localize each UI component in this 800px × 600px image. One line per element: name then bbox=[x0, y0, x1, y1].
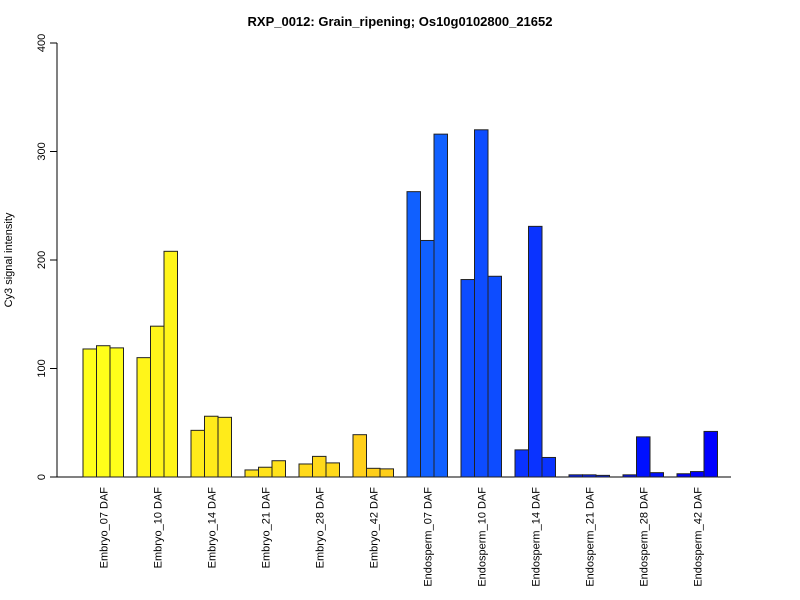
y-tick-label: 400 bbox=[36, 34, 48, 52]
y-tick-label: 200 bbox=[36, 251, 48, 269]
bar bbox=[258, 466, 273, 478]
bar bbox=[352, 434, 367, 478]
x-tick-labels: Embryo_07 DAF Embryo_10 DAF Embryo_14 DAF E… bbox=[98, 487, 704, 587]
bar bbox=[190, 429, 205, 478]
bar bbox=[636, 436, 651, 478]
bar bbox=[541, 456, 556, 478]
bar bbox=[595, 474, 610, 478]
x-tick-label: Embryo_07 DAF bbox=[98, 487, 110, 569]
bar bbox=[204, 415, 219, 478]
bar bbox=[433, 133, 448, 478]
y-axis-label: Cy3 signal intensity bbox=[3, 212, 15, 307]
x-tick-label: Endosperm_14 DAF bbox=[530, 487, 542, 587]
bar bbox=[406, 191, 421, 478]
bar bbox=[366, 467, 381, 478]
bar bbox=[622, 474, 637, 478]
bar bbox=[487, 275, 502, 478]
bar bbox=[298, 463, 313, 478]
bar bbox=[96, 345, 111, 478]
bar bbox=[217, 416, 232, 478]
bar bbox=[690, 471, 705, 478]
bar bbox=[312, 455, 327, 478]
bar bbox=[474, 129, 489, 478]
bar bbox=[244, 469, 259, 478]
bar bbox=[420, 239, 435, 478]
bar bbox=[582, 474, 597, 478]
x-tick-label: Embryo_14 DAF bbox=[206, 487, 218, 569]
x-tick-label: Endosperm_42 DAF bbox=[692, 487, 704, 587]
bar bbox=[109, 347, 124, 478]
x-tick-label: Embryo_10 DAF bbox=[152, 487, 164, 569]
bar bbox=[163, 250, 178, 478]
bar bbox=[649, 472, 664, 478]
bar bbox=[703, 430, 718, 478]
x-tick-label: Endosperm_28 DAF bbox=[638, 487, 650, 587]
bar bbox=[528, 225, 543, 478]
bar bbox=[271, 460, 286, 478]
x-tick-label: Endosperm_10 DAF bbox=[476, 487, 488, 587]
y-tick-label: 0 bbox=[36, 474, 48, 480]
bar bbox=[325, 462, 340, 478]
bar bbox=[136, 357, 151, 478]
y-tick-label: 100 bbox=[36, 359, 48, 377]
y-tick-label: 300 bbox=[36, 142, 48, 160]
x-tick-label: Embryo_42 DAF bbox=[368, 487, 380, 569]
bar bbox=[676, 473, 691, 478]
x-tick-label: Endosperm_07 DAF bbox=[422, 487, 434, 587]
chart-title: RXP_0012: Grain_ripening; Os10g0102800_2… bbox=[248, 14, 553, 29]
bars bbox=[82, 129, 718, 478]
bar bbox=[150, 325, 165, 478]
bar bbox=[379, 468, 394, 478]
x-tick-label: Embryo_21 DAF bbox=[260, 487, 272, 569]
bar bbox=[514, 449, 529, 478]
bar bbox=[460, 279, 475, 478]
bar bbox=[568, 474, 583, 478]
x-tick-label: Embryo_28 DAF bbox=[314, 487, 326, 569]
bar bbox=[82, 348, 97, 478]
x-tick-label: Endosperm_21 DAF bbox=[584, 487, 596, 587]
